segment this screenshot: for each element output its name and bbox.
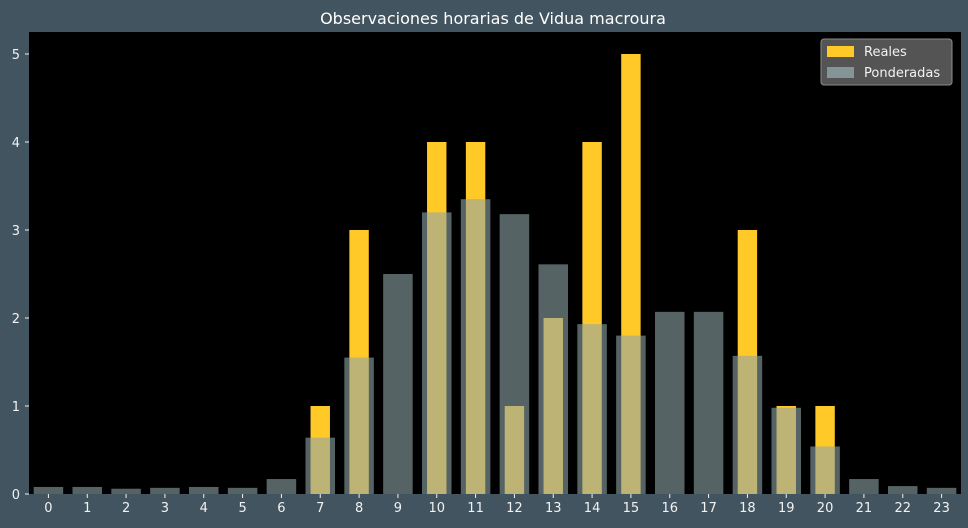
x-tick-label: 6 <box>277 501 285 516</box>
bar-ponderadas-23 <box>926 487 957 494</box>
x-tick-label: 4 <box>200 501 208 516</box>
bar-ponderadas-14 <box>577 324 607 494</box>
x-tick-label: 14 <box>584 501 601 516</box>
legend-swatch-reales <box>827 46 854 57</box>
bar-ponderadas-4 <box>188 486 219 494</box>
x-tick-label: 21 <box>856 501 873 516</box>
x-tick-label: 8 <box>355 501 363 516</box>
x-tick-label: 5 <box>238 501 246 516</box>
bar-ponderadas-22 <box>887 486 918 494</box>
x-tick-label: 17 <box>700 501 717 516</box>
bar-ponderadas-18 <box>732 355 763 494</box>
bar-ponderadas-16 <box>654 311 685 494</box>
bar-ponderadas-5 <box>227 487 258 494</box>
plot-area <box>29 32 961 494</box>
bar-ponderadas-15 <box>616 335 646 494</box>
bar-ponderadas-17 <box>693 311 724 494</box>
series-ponderadas <box>33 199 957 494</box>
x-tick-label: 0 <box>44 501 52 516</box>
x-tick-label: 7 <box>316 501 324 516</box>
x-tick-label: 15 <box>623 501 640 516</box>
y-tick-label: 3 <box>12 224 20 239</box>
y-tick-label: 4 <box>12 136 20 151</box>
x-tick-label: 1 <box>83 501 91 516</box>
x-tick-label: 13 <box>545 501 562 516</box>
x-tick-label: 3 <box>161 501 169 516</box>
x-tick-label: 18 <box>739 501 756 516</box>
x-tick-label: 23 <box>933 501 950 516</box>
x-tick-label: 11 <box>467 501 484 516</box>
legend: Reales Ponderadas <box>820 38 953 86</box>
y-tick-label: 0 <box>12 488 20 503</box>
bar-ponderadas-0 <box>33 486 64 494</box>
bar-ponderadas-6 <box>266 479 297 494</box>
x-tick-label: 16 <box>661 501 678 516</box>
legend-label-ponderadas: Ponderadas <box>864 66 940 81</box>
x-tick-label: 22 <box>894 501 911 516</box>
legend-label-reales: Reales <box>864 45 907 60</box>
y-axis: 0 1 2 3 4 5 <box>12 48 29 503</box>
x-tick-label: 12 <box>506 501 523 516</box>
bar-ponderadas-7 <box>305 437 336 494</box>
bar-ponderadas-10 <box>421 212 452 494</box>
x-axis: 0 1 2 3 4 5 6 7 8 9 10 11 12 13 14 15 16 17 18 19 20 21 22 23 <box>44 494 950 516</box>
x-tick-label: 10 <box>428 501 445 516</box>
bar-ponderadas-20 <box>810 446 840 494</box>
bar-ponderadas-19 <box>771 407 802 494</box>
bar-ponderadas-1 <box>72 486 103 494</box>
y-tick-label: 5 <box>12 48 20 63</box>
bar-ponderadas-12 <box>499 214 530 494</box>
bar-ponderadas-13 <box>538 264 569 494</box>
x-tick-label: 9 <box>394 501 402 516</box>
x-tick-label: 20 <box>817 501 834 516</box>
bar-ponderadas-11 <box>460 199 491 494</box>
y-tick-label: 1 <box>12 400 20 415</box>
bar-ponderadas-9 <box>383 274 413 494</box>
bar-ponderadas-21 <box>849 479 879 494</box>
y-tick-label: 2 <box>12 312 20 327</box>
x-tick-label: 2 <box>122 501 130 516</box>
legend-swatch-ponderadas <box>827 67 854 78</box>
bar-ponderadas-8 <box>344 357 374 494</box>
chart-title: Observaciones horarias de Vidua macroura <box>320 9 666 28</box>
bar-ponderadas-2 <box>111 488 141 494</box>
x-tick-label: 19 <box>778 501 795 516</box>
bar-ponderadas-3 <box>150 487 180 494</box>
